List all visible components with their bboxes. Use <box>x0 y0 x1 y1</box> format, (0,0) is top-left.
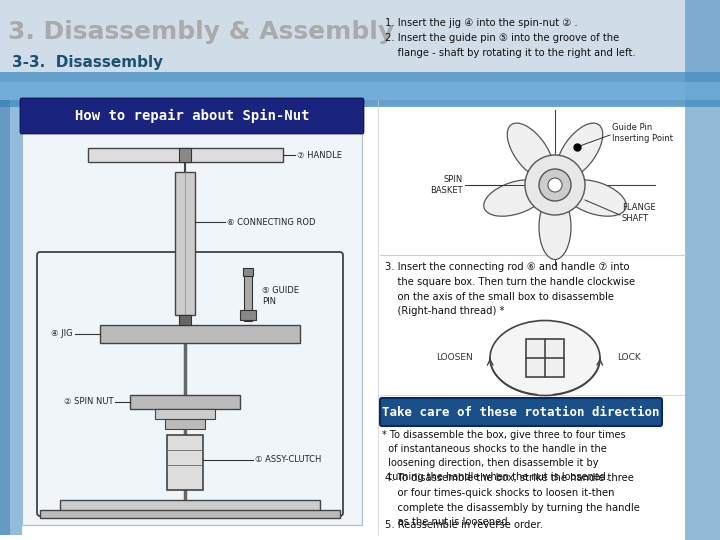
Text: Take care of these rotation direction: Take care of these rotation direction <box>382 406 660 419</box>
Text: ⑥ CONNECTING ROD: ⑥ CONNECTING ROD <box>227 218 315 227</box>
Bar <box>0 100 10 535</box>
Text: * To disassemble the box, give three to four times
  of instantaneous shocks to : * To disassemble the box, give three to … <box>382 430 626 482</box>
FancyBboxPatch shape <box>20 98 364 134</box>
Bar <box>243 268 253 276</box>
Text: 3. Disassembly & Assembly: 3. Disassembly & Assembly <box>8 20 394 44</box>
Bar <box>167 435 203 490</box>
Text: 4. To disassemble the box, strike the handle three
    or four times-quick shock: 4. To disassemble the box, strike the ha… <box>385 473 640 528</box>
Bar <box>88 148 283 162</box>
Text: FLANGE
SHAFT: FLANGE SHAFT <box>622 203 656 223</box>
FancyBboxPatch shape <box>380 398 662 426</box>
Bar <box>0 100 22 535</box>
Ellipse shape <box>490 321 600 395</box>
Bar <box>155 409 215 419</box>
Bar <box>175 172 195 315</box>
Text: Guide Pin
Inserting Point: Guide Pin Inserting Point <box>612 123 673 143</box>
Circle shape <box>525 155 585 215</box>
Circle shape <box>539 169 571 201</box>
Ellipse shape <box>484 180 546 216</box>
Bar <box>0 105 720 540</box>
Ellipse shape <box>507 123 554 179</box>
Text: ⑦ HANDLE: ⑦ HANDLE <box>297 151 342 159</box>
Bar <box>179 148 191 162</box>
Bar <box>22 130 362 525</box>
Text: LOOSEN: LOOSEN <box>436 354 473 362</box>
Bar <box>685 0 720 540</box>
Text: How to repair about Spin-Nut: How to repair about Spin-Nut <box>75 109 310 123</box>
Text: 1. Insert the jig ④ into the spin-nut ② .
2. Insert the guide pin ⑤ into the gro: 1. Insert the jig ④ into the spin-nut ② … <box>385 18 636 58</box>
Bar <box>240 310 256 320</box>
Bar <box>40 510 340 518</box>
Bar <box>244 276 252 321</box>
Text: LOCK: LOCK <box>617 354 641 362</box>
Text: 3-3.  Disassembly: 3-3. Disassembly <box>12 55 163 70</box>
Bar <box>60 500 320 512</box>
Bar <box>0 82 720 100</box>
Text: ④ JIG: ④ JIG <box>51 329 73 339</box>
Ellipse shape <box>557 123 603 179</box>
Bar <box>0 0 720 105</box>
Text: ② SPIN NUT: ② SPIN NUT <box>63 397 113 407</box>
Bar <box>165 419 205 429</box>
Ellipse shape <box>564 180 626 216</box>
Bar <box>100 325 300 343</box>
Text: 5. Reassemble in reverse order.: 5. Reassemble in reverse order. <box>385 520 543 530</box>
Text: SPIN
BASKET: SPIN BASKET <box>431 175 463 195</box>
Bar <box>526 339 564 377</box>
Bar <box>130 395 240 409</box>
Bar <box>0 72 720 107</box>
Text: ⑤ GUIDE
PIN: ⑤ GUIDE PIN <box>262 286 299 306</box>
Text: ① ASSY-CLUTCH: ① ASSY-CLUTCH <box>255 456 321 464</box>
Text: 3. Insert the connecting rod ⑥ and handle ⑦ into
    the square box. Then turn t: 3. Insert the connecting rod ⑥ and handl… <box>385 262 635 316</box>
Bar <box>179 315 191 325</box>
Circle shape <box>548 178 562 192</box>
Ellipse shape <box>539 194 571 260</box>
